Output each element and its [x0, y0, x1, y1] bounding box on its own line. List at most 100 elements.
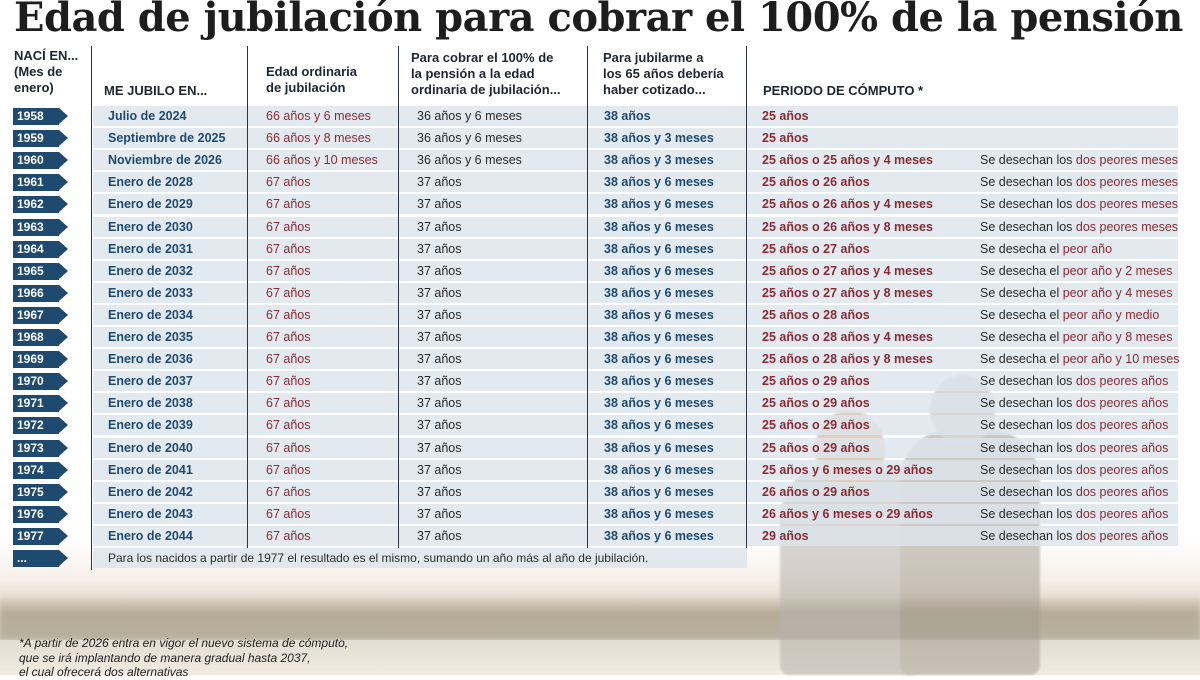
header-line: la pensión a la edad	[411, 66, 535, 81]
column-divider	[247, 459, 248, 483]
header-naci: NACÍ EN... (Mes de enero)	[14, 48, 78, 96]
column-divider	[587, 459, 588, 483]
column-divider	[398, 349, 399, 372]
column-divider	[746, 172, 747, 195]
column-divider	[91, 150, 92, 173]
discarded-text: Se desecha el	[980, 285, 1063, 300]
years-for-full-pension: 37 años	[417, 352, 462, 367]
row-background	[93, 282, 1178, 303]
footnote-line: el cual ofrecerá dos alternativas	[19, 665, 189, 679]
table-row: 1968 Enero de 2035 67 años 37 años 38 años y…	[0, 327, 1200, 350]
ordinary-age: 67 años	[266, 330, 311, 344]
retirement-date: Enero de 2040	[108, 440, 193, 455]
column-divider	[91, 327, 92, 350]
table-row: 1976 Enero de 2043 67 años 37 años 38 años y…	[0, 503, 1200, 527]
retirement-date: Enero de 2041	[108, 462, 193, 477]
column-divider	[91, 216, 92, 240]
row-background	[93, 128, 1178, 149]
row-background	[93, 238, 1178, 259]
retirement-date: Enero de 2044	[108, 528, 193, 543]
column-divider	[247, 172, 248, 195]
retirement-date: Enero de 2034	[108, 307, 193, 322]
years-for-retire-at-65: 38 años y 3 meses	[604, 153, 714, 168]
years-for-retire-at-65: 38 años y 6 meses	[604, 528, 714, 543]
column-divider	[398, 106, 399, 129]
years-for-full-pension: 36 años y 6 meses	[417, 109, 522, 123]
column-divider	[247, 128, 248, 151]
column-divider	[587, 349, 588, 372]
retirement-date: Enero de 2037	[108, 374, 193, 389]
years-for-full-pension: 37 años	[417, 285, 462, 300]
retirement-date: Enero de 2029	[108, 197, 193, 212]
table-row: 1969 Enero de 2036 67 años 37 años 38 años y…	[0, 349, 1200, 372]
column-divider	[398, 437, 399, 461]
discarded-text: Se desechan los	[980, 484, 1076, 499]
years-for-retire-at-65: 38 años y 6 meses	[604, 307, 714, 322]
table-row: 1960 Noviembre de 2026 66 años y 10 meses 3…	[0, 150, 1200, 173]
birth-year-tag: 1959	[13, 130, 68, 148]
discarded-periods: Se desecha el peor año y 2 meses	[980, 263, 1173, 280]
column-divider	[746, 525, 747, 549]
discarded-highlight: peor año	[1062, 241, 1113, 256]
discarded-periods: Se desechan los dos peores meses	[980, 174, 1178, 191]
computation-period: 25 años o 29 años	[762, 396, 870, 411]
discarded-periods: Se desechan los dos peores años	[980, 395, 1168, 412]
column-divider	[247, 349, 248, 372]
column-divider	[247, 481, 248, 505]
column-divider	[398, 46, 399, 106]
years-for-retire-at-65: 38 años y 6 meses	[604, 484, 714, 499]
birth-year-tag: 1964	[13, 240, 68, 258]
years-for-retire-at-65: 38 años y 6 meses	[604, 241, 714, 256]
column-divider	[746, 327, 747, 350]
retirement-date: Enero de 2039	[108, 418, 193, 433]
column-divider	[587, 282, 588, 306]
years-for-full-pension: 36 años y 6 meses	[417, 153, 522, 168]
discarded-text: Se desechan los	[980, 528, 1076, 543]
discarded-periods: Se desechan los dos peores años	[980, 484, 1168, 501]
column-divider	[247, 150, 248, 173]
computation-period: 25 años o 25 años y 4 meses	[762, 153, 933, 168]
discarded-text: Se desecha el	[980, 352, 1063, 367]
discarded-text: Se desechan los	[980, 175, 1076, 190]
retirement-date: Enero de 2035	[108, 330, 193, 344]
years-for-retire-at-65: 38 años y 6 meses	[604, 219, 714, 234]
computation-period: 25 años o 27 años	[762, 241, 870, 256]
column-divider	[398, 525, 399, 549]
row-background	[93, 327, 1178, 347]
column-divider	[746, 415, 747, 438]
page-title: Edad de jubilación para cobrar el 100% d…	[14, 0, 1183, 41]
column-divider	[247, 282, 248, 306]
discarded-text: Se desecha el	[980, 330, 1063, 344]
header-line: Edad ordinaria	[266, 64, 358, 79]
discarded-text: Se desechan los	[980, 462, 1076, 477]
column-divider	[398, 459, 399, 483]
column-divider	[247, 503, 248, 527]
discarded-periods: Se desecha el peor año y 4 meses	[980, 285, 1173, 302]
discarded-periods: Se desechan los dos peores años	[980, 506, 1168, 523]
birth-year-tag: 1976	[13, 505, 68, 523]
discarded-highlight: dos peores años	[1075, 506, 1169, 521]
birth-year-tag: 1970	[13, 373, 68, 391]
birth-year-tag: 1974	[13, 461, 68, 479]
header-edad-ordinaria: Edad ordinaria de jubilación	[266, 64, 357, 96]
computation-period: 29 años	[762, 528, 809, 543]
column-divider	[587, 503, 588, 527]
header-periodo: PERIODO DE CÓMPUTO *	[763, 83, 924, 98]
ordinary-age: 67 años	[266, 352, 311, 367]
discarded-highlight: dos peores años	[1075, 418, 1169, 433]
header-line: Para jubilarme a	[603, 50, 704, 65]
birth-year-tag: 1968	[13, 329, 68, 346]
header-naci-line: (Mes de	[14, 64, 63, 79]
footnote-line: *A partir de 2026 entra en vigor el nuev…	[19, 636, 349, 650]
table-row-footer: ... Para los nacidos a partir de 1977 el …	[0, 548, 1200, 571]
retirement-date: Enero de 2036	[108, 352, 193, 367]
table-row: 1958 Julio de 2024 66 años y 6 meses 36 año…	[0, 106, 1200, 129]
column-divider	[587, 150, 588, 173]
table-row: 1967 Enero de 2034 67 años 37 años 38 años y…	[0, 304, 1200, 328]
table-header: NACÍ EN... (Mes de enero) ME JUBILO EN..…	[0, 46, 1200, 106]
computation-period: 25 años o 29 años	[762, 418, 870, 433]
column-divider	[587, 481, 588, 505]
column-divider	[91, 481, 92, 505]
computation-period: 25 años o 26 años y 8 meses	[762, 219, 933, 234]
years-for-full-pension: 37 años	[417, 484, 462, 499]
